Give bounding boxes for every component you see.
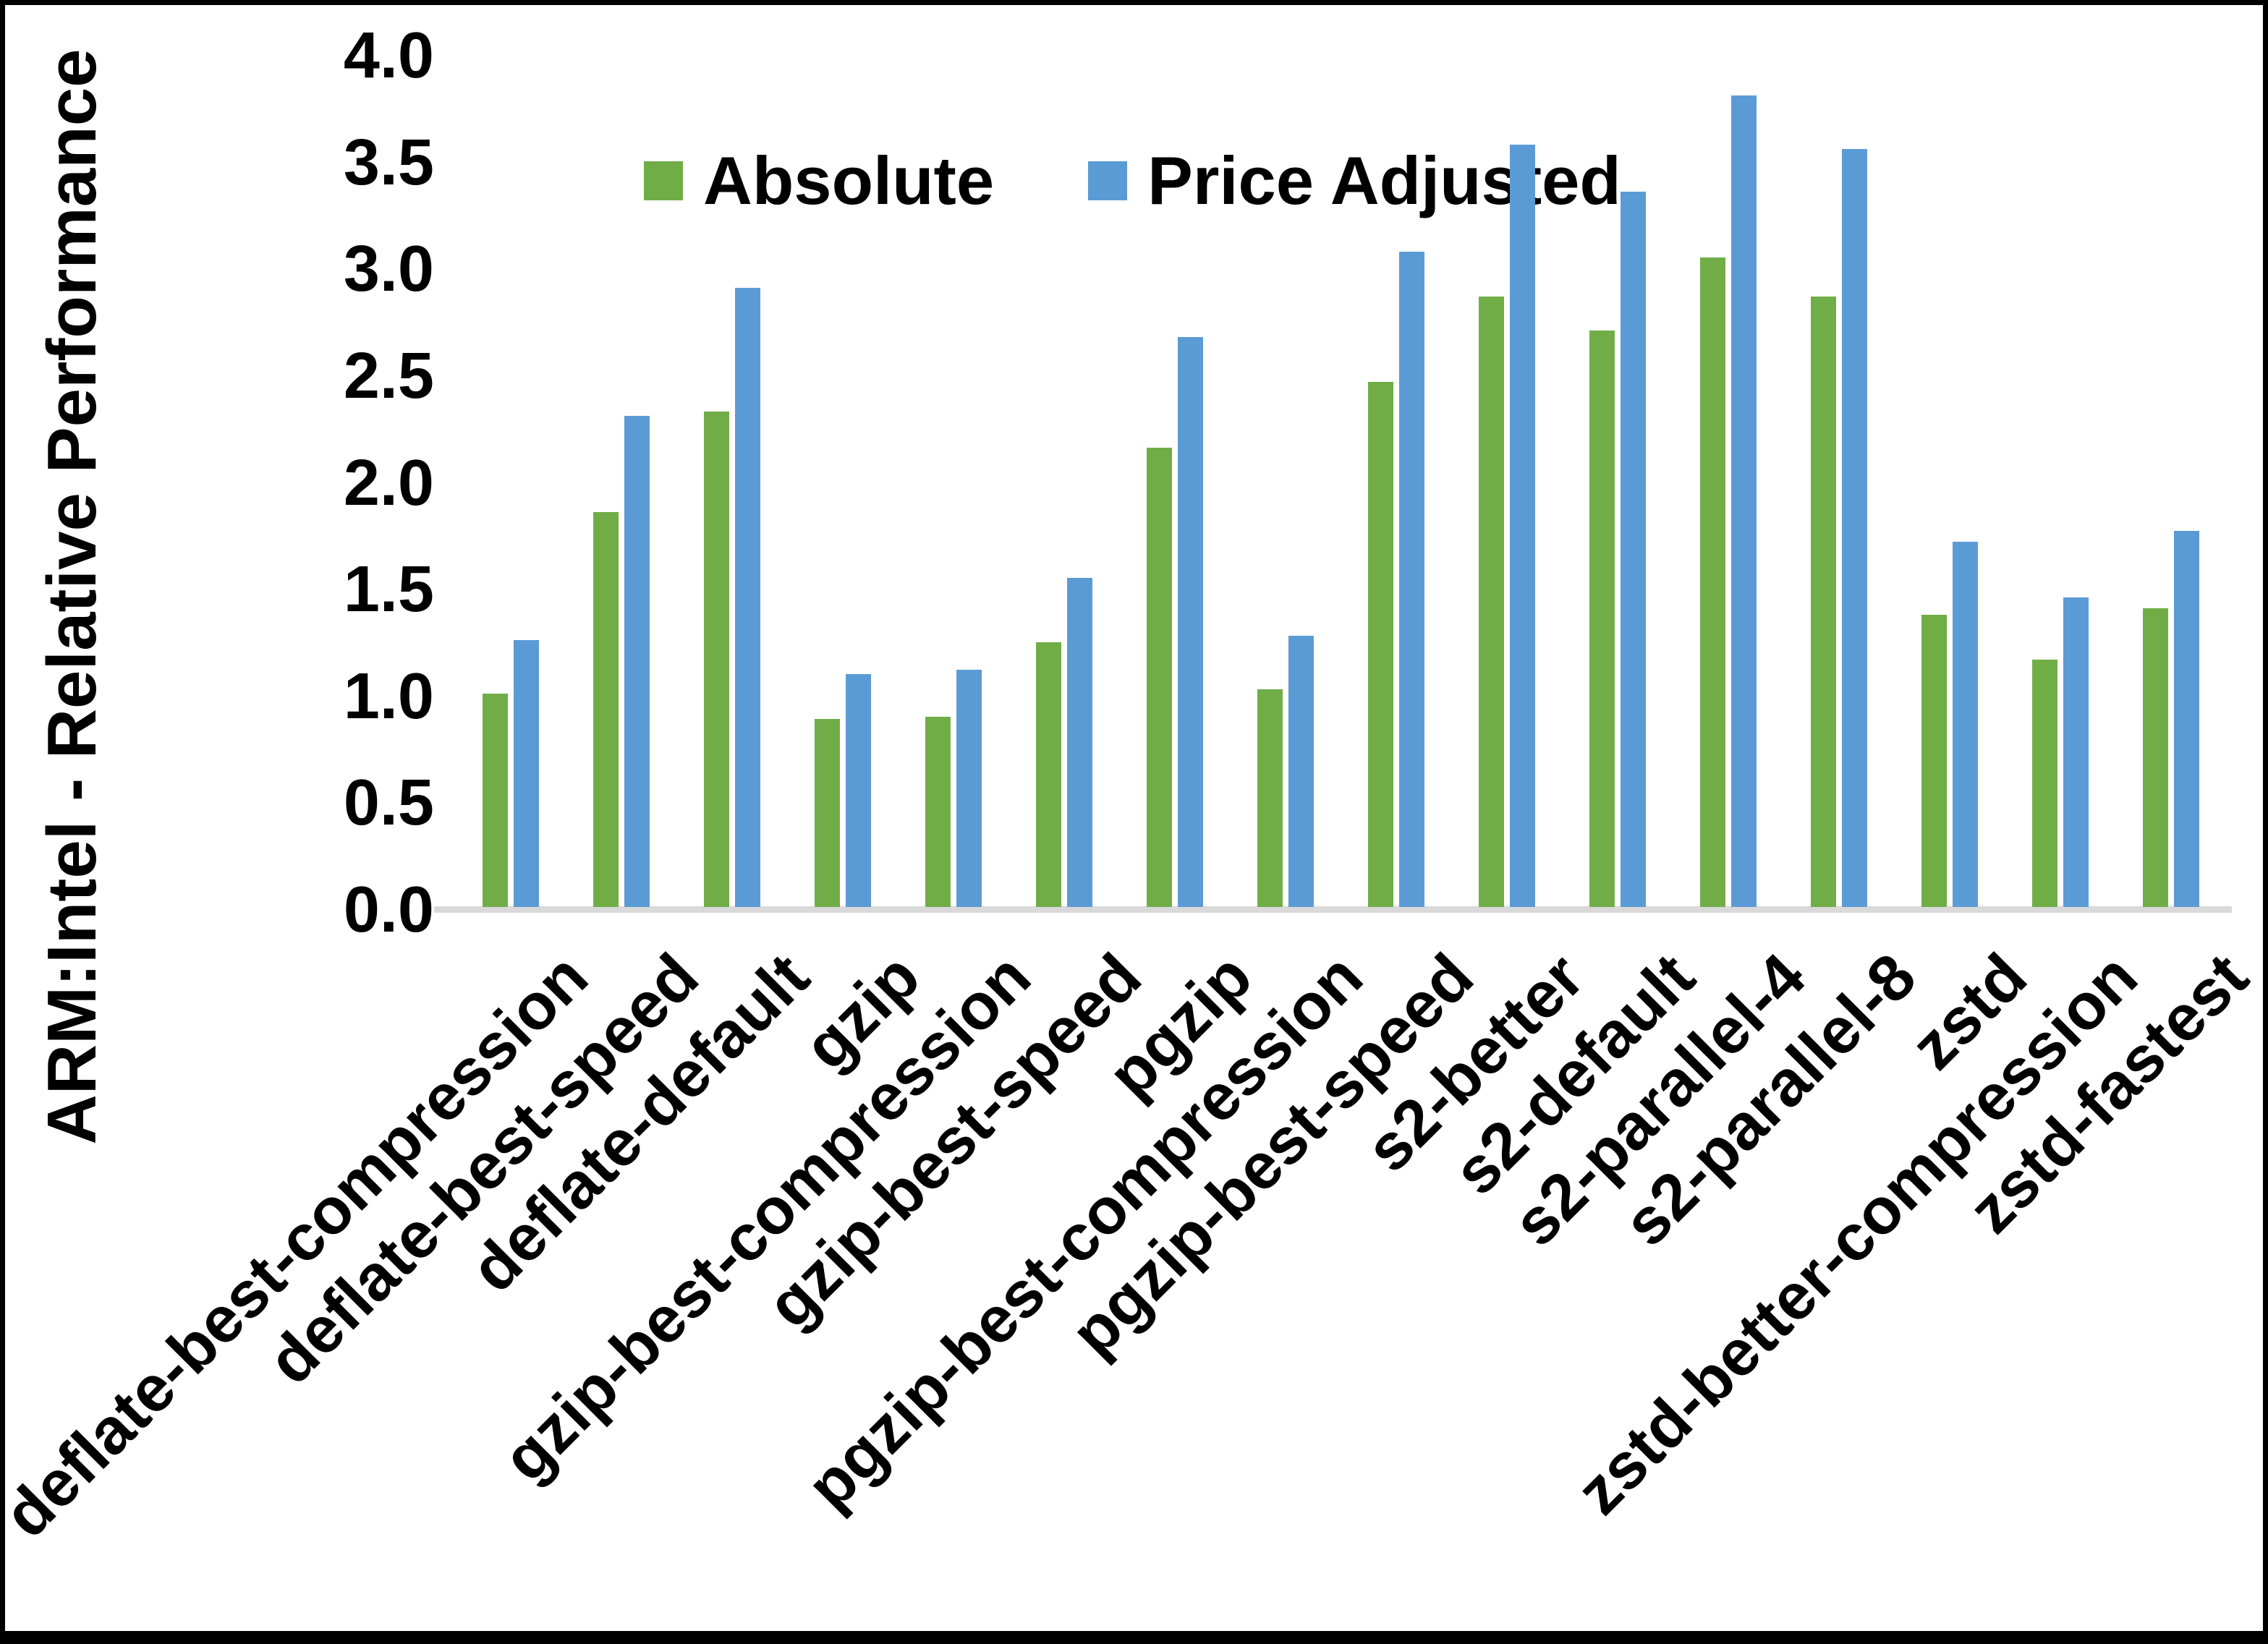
y-axis-title: ARM:Intel - Relative Performance [33, 48, 111, 1145]
bar-price-adjusted-s2-parallel-4 [1731, 95, 1757, 907]
bar-absolute-s2-default [1589, 331, 1615, 907]
bar-absolute-gzip [815, 719, 840, 907]
bar-price-adjusted-pgzip-best-compression [1288, 636, 1314, 907]
bar-absolute-s2-parallel-8 [1811, 297, 1836, 907]
legend-item-price-adjusted: Price Adjusted [1088, 142, 1621, 220]
bar-price-adjusted-s2-parallel-8 [1842, 149, 1867, 907]
bar-price-adjusted-deflate-best-compression [514, 640, 539, 907]
bar-price-adjusted-pgzip [1178, 337, 1203, 907]
y-tick-label: 1.0 [343, 660, 434, 733]
y-tick-label: 0.0 [343, 874, 434, 946]
y-tick-label: 1.5 [343, 553, 434, 626]
bar-absolute-zstd-fastest [2143, 608, 2168, 907]
bar-absolute-pgzip-best-speed [1368, 382, 1393, 907]
bar-absolute-pgzip-best-compression [1257, 689, 1283, 907]
bar-absolute-deflate-best-compression [483, 694, 508, 907]
bar-price-adjusted-zstd [1953, 542, 1978, 907]
legend-item-absolute: Absolute [644, 142, 994, 220]
y-tick-label: 2.0 [343, 446, 434, 519]
bar-price-adjusted-s2-better [1510, 145, 1535, 907]
bar-absolute-deflate-default [704, 412, 729, 907]
bar-absolute-zstd [1921, 615, 1947, 907]
bar-price-adjusted-pgzip-best-speed [1399, 252, 1424, 907]
y-tick-label: 0.5 [343, 767, 434, 840]
y-tick-label: 3.0 [343, 233, 434, 306]
bar-absolute-gzip-best-speed [1036, 642, 1061, 907]
frame-border-right [2263, 0, 2268, 1644]
bar-price-adjusted-gzip [846, 674, 871, 907]
bar-absolute-deflate-best-speed [593, 512, 619, 907]
bar-absolute-pgzip [1147, 448, 1172, 907]
y-tick-label: 2.5 [343, 339, 434, 412]
bar-absolute-s2-better [1479, 297, 1504, 907]
bar-price-adjusted-zstd-better-compression [2063, 597, 2089, 907]
bar-price-adjusted-gzip-best-compression [956, 670, 982, 907]
y-tick-label: 3.5 [343, 126, 434, 199]
frame-border-bottom [0, 1631, 2268, 1644]
bar-absolute-s2-parallel-4 [1700, 257, 1725, 907]
bar-price-adjusted-gzip-best-speed [1067, 578, 1092, 907]
bar-price-adjusted-s2-default [1621, 192, 1646, 907]
legend: Absolute Price Adjusted [644, 142, 1621, 220]
legend-swatch-absolute-icon [644, 161, 683, 200]
bar-price-adjusted-zstd-fastest [2174, 531, 2199, 907]
legend-label-price-adjusted: Price Adjusted [1147, 142, 1621, 218]
frame-border-top [0, 0, 2268, 5]
x-axis-line [434, 906, 2232, 913]
bar-price-adjusted-deflate-best-speed [624, 416, 650, 907]
frame-border-left [0, 0, 5, 1644]
legend-swatch-price-adjusted-icon [1088, 161, 1128, 200]
bar-price-adjusted-deflate-default [735, 288, 760, 907]
bar-absolute-gzip-best-compression [925, 717, 951, 907]
legend-label-absolute: Absolute [703, 142, 995, 218]
bar-absolute-zstd-better-compression [2032, 660, 2057, 907]
y-tick-label: 4.0 [343, 20, 434, 92]
